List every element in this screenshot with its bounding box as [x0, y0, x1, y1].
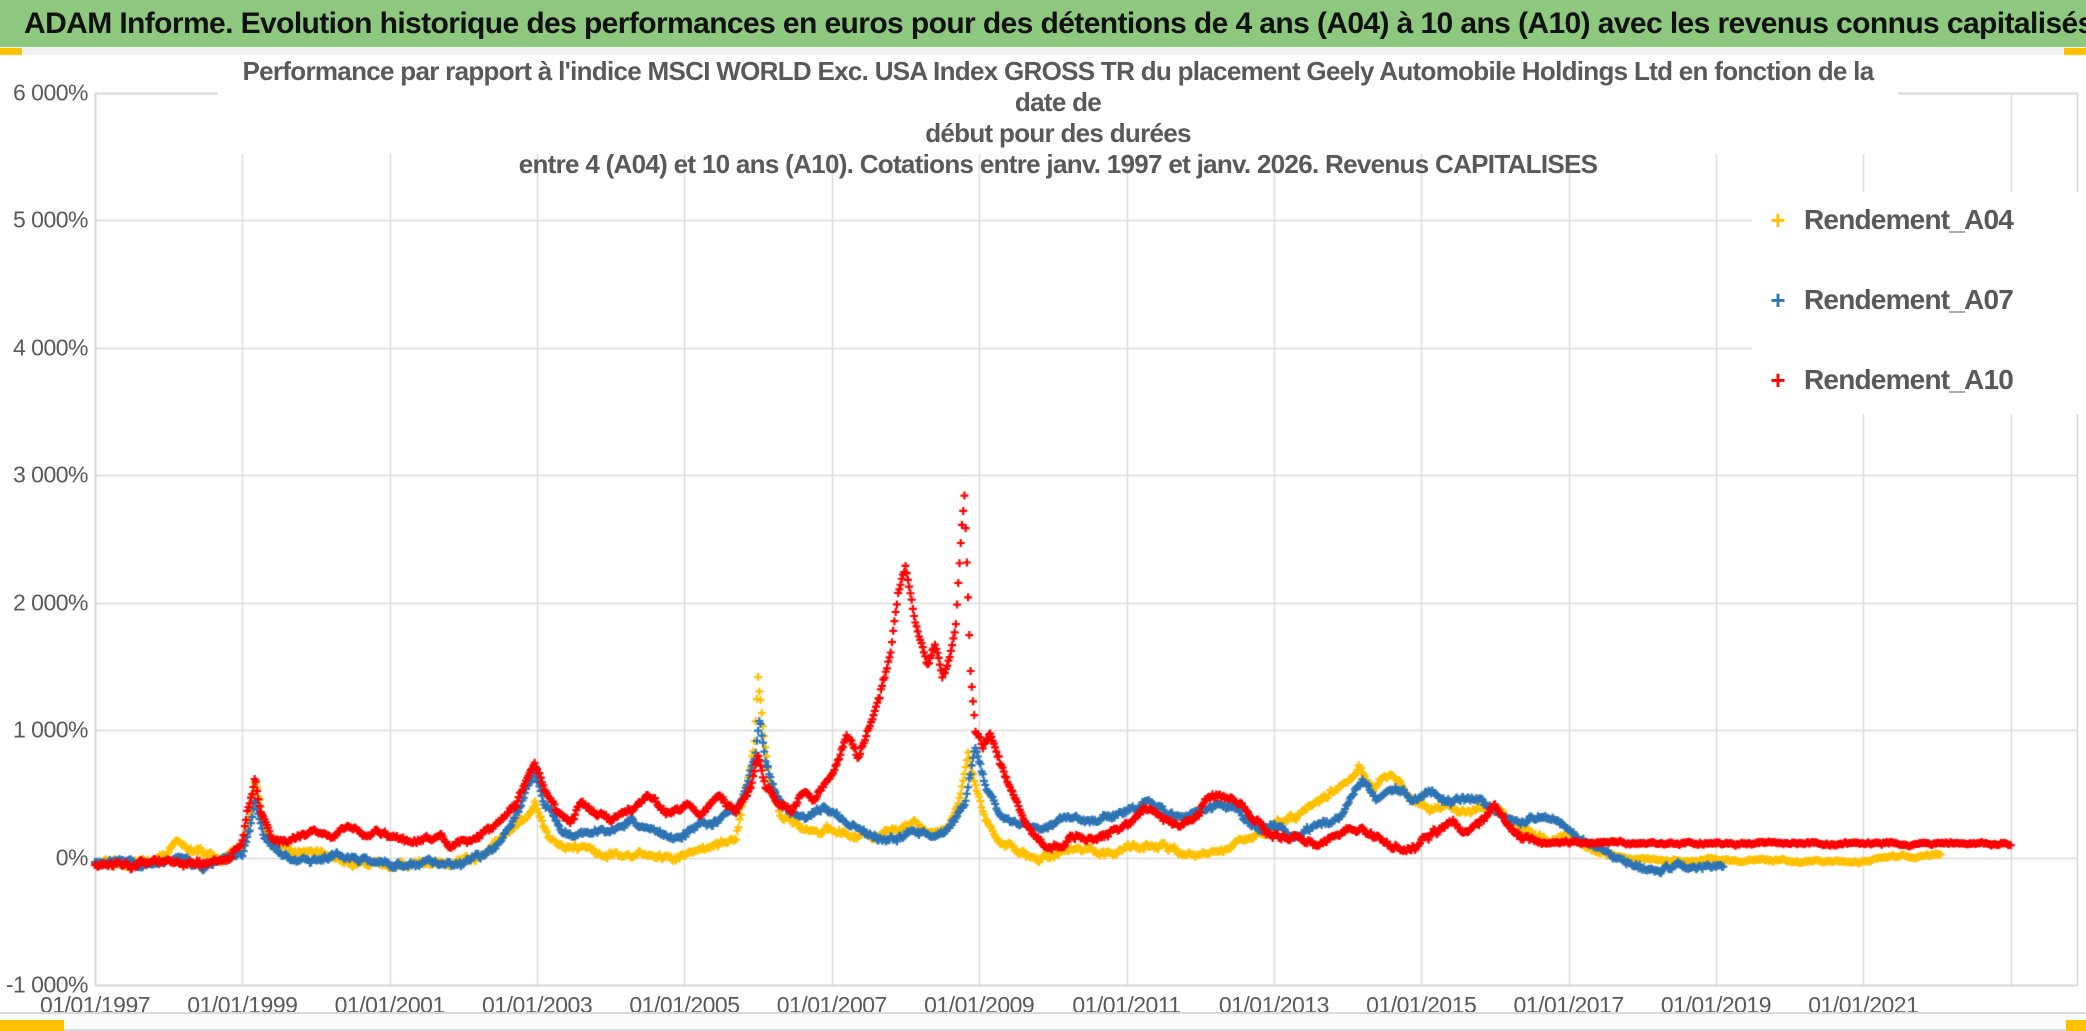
legend-entry-rendement-a07[interactable]: + Rendement_A07	[1752, 280, 2082, 320]
chart-title: Performance par rapport à l'indice MSCI …	[218, 56, 1898, 179]
y-axis-tick-label: 6 000%	[12, 79, 89, 106]
legend-label: Rendement_A10	[1804, 364, 2014, 395]
y-axis-tick-label: -1 000%	[5, 971, 89, 998]
y-axis-tick-label: 5 000%	[12, 206, 89, 233]
chart-title-line-3: entre 4 (A04) et 10 ans (A10). Cotations…	[518, 149, 1598, 179]
legend-label: Rendement_A07	[1804, 284, 2014, 315]
plus-marker-icon: +	[1770, 365, 1786, 395]
y-axis-tick-label: 3 000%	[12, 461, 89, 488]
y-axis-tick-label: 4 000%	[12, 334, 89, 361]
bottom-strip	[0, 1012, 2086, 1031]
chart-title-line-2: début pour des durées	[925, 118, 1191, 148]
chart-title-line-1: Performance par rapport à l'indice MSCI …	[242, 56, 1875, 117]
y-axis-tick-label: 0%	[55, 844, 89, 871]
accent-mark-bottom-left	[0, 1020, 64, 1031]
chart-legend: + Rendement_A04 + Rendement_A07 + Rendem…	[1752, 192, 2082, 414]
legend-entry-rendement-a04[interactable]: + Rendement_A04	[1752, 200, 2082, 240]
plus-marker-icon: +	[1770, 285, 1786, 315]
legend-label: Rendement_A04	[1804, 204, 2014, 235]
y-axis-tick-label: 1 000%	[12, 716, 89, 743]
accent-mark-bottom-right	[2066, 1020, 2086, 1031]
plus-marker-icon: +	[1770, 205, 1786, 235]
legend-entry-rendement-a10[interactable]: + Rendement_A10	[1752, 360, 2082, 400]
y-axis-tick-label: 2 000%	[12, 589, 89, 616]
